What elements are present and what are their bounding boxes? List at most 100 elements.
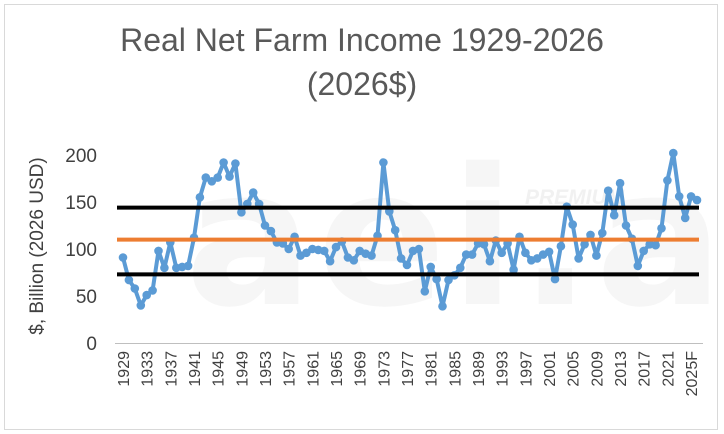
x-tick-label: 1993 [495,351,512,387]
data-point [651,240,660,250]
data-point [183,261,193,271]
y-tick-label: 0 [86,334,97,355]
data-point [219,158,228,167]
data-point [367,251,376,260]
x-tick-label: 1949 [234,351,251,387]
data-point [556,241,566,251]
data-point [615,178,625,188]
x-tick-label: 2021 [660,351,677,387]
data-point [438,302,447,311]
data-point [574,254,583,263]
data-point [260,221,270,230]
data-point [231,159,240,168]
data-point [331,242,341,252]
data-point [402,260,412,270]
x-tick-label: 2005 [566,351,583,387]
data-point [544,247,554,257]
data-point [379,158,388,167]
data-point [592,251,601,260]
x-tick-label: 1997 [518,351,535,387]
data-point [669,148,678,158]
data-point [195,193,205,202]
x-tick-label: 1937 [163,351,180,387]
data-point [390,225,400,235]
x-tick-label: 2017 [637,351,654,387]
data-point [680,213,690,223]
y-tick-label: 200 [65,146,97,167]
y-tick-label: 150 [65,193,97,214]
data-point [284,244,294,254]
data-point [319,246,329,256]
data-point [479,240,489,249]
data-point [213,173,222,182]
x-tick-label: 1953 [258,351,275,387]
x-tick-label: 1969 [353,351,370,387]
data-point [657,224,666,233]
data-point [118,253,128,262]
x-tick-label: 1929 [116,351,133,387]
x-tick-label: 1989 [471,351,488,387]
x-tick-label: 2013 [613,351,630,387]
x-tick-label: 1973 [376,351,393,387]
x-tick-label: 2001 [542,351,559,387]
data-point [349,255,359,265]
watermark-premium: PREMIUM [525,186,625,209]
data-point [497,248,507,258]
chart-subtitle: (2026$) [306,66,418,102]
data-point [130,284,140,293]
x-tick-label: 1957 [282,351,299,387]
x-tick-label: 1961 [305,351,322,387]
data-point [639,246,648,256]
x-tick-label: 1945 [211,351,228,387]
data-point [603,186,613,195]
data-point [414,244,424,254]
data-point [160,263,169,273]
x-tick-label: 1933 [140,351,157,387]
data-point [396,254,406,263]
y-tick-label: 100 [65,240,97,261]
data-point [609,210,619,220]
data-point [142,290,151,300]
data-point [444,275,453,285]
data-point [580,240,589,249]
x-tick-label: 1941 [187,351,204,387]
data-point [586,230,595,240]
x-tick-label: 1985 [447,351,464,387]
data-point [154,246,163,256]
data-point [521,248,530,258]
data-point [136,301,146,310]
x-tick-label: 1965 [329,351,346,387]
data-point [420,287,430,296]
data-point [598,228,607,238]
data-point [461,250,471,259]
data-point [426,262,436,272]
data-point [325,256,335,266]
data-point [225,172,234,181]
data-point [509,265,518,275]
data-point [633,261,643,271]
data-point [568,220,577,229]
data-point [692,195,702,205]
data-point [467,250,477,259]
data-point [485,256,495,266]
data-point [266,226,276,236]
data-point [674,192,684,201]
x-tick-label: 2025F [684,351,701,397]
chart-title: Real Net Farm Income 1929-2026 [120,22,604,58]
y-tick-label: 50 [76,287,97,308]
data-point [148,286,157,295]
chart-frame [4,4,718,430]
x-tick-label: 1981 [424,351,441,387]
data-point [550,274,560,284]
data-point [124,275,134,285]
x-tick-label: 2009 [589,351,606,387]
data-point [621,221,631,230]
data-point [432,274,441,284]
data-point [237,208,246,217]
data-point [663,176,672,185]
data-point [456,263,465,273]
data-point [248,188,258,197]
x-tick-label: 1977 [400,351,417,387]
